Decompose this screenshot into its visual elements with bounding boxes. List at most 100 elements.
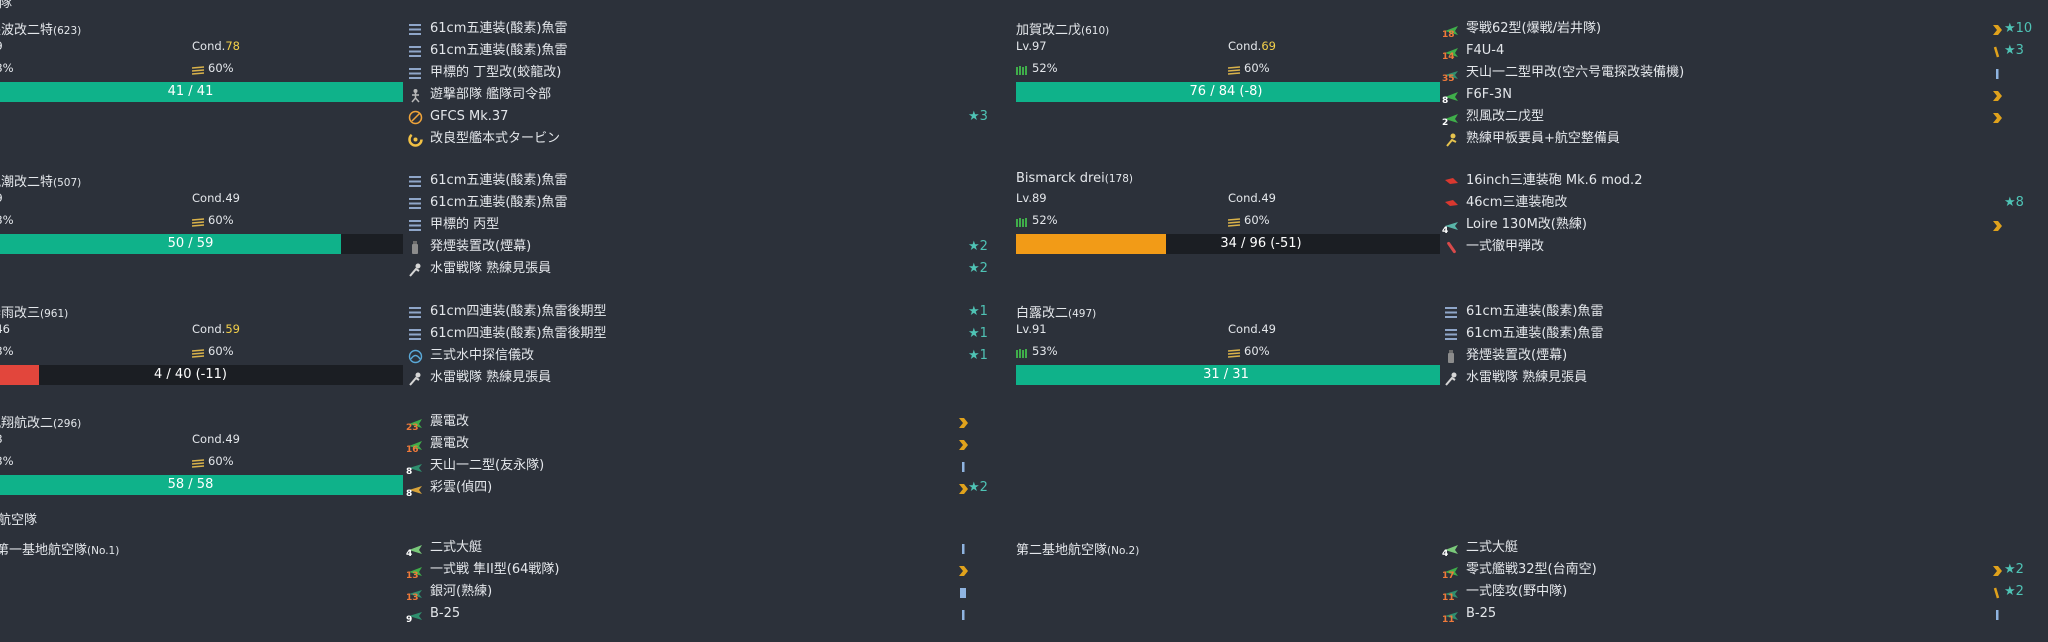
fleet2-ship-1-equipment-row[interactable]: 一式徹甲弾改 xyxy=(1444,237,2034,257)
fleet1-ship-3-equipment-row[interactable]: 8 彩雲(偵四) ★2 xyxy=(406,478,998,499)
fleet1-ship-0-equipment-row[interactable]: 改良型艦本式タービン xyxy=(408,129,998,149)
equipment-name: 甲標的 丙型 xyxy=(430,217,500,232)
improvement-stars: ★2 xyxy=(968,480,988,495)
proficiency-icon xyxy=(958,564,969,576)
smoke-icon xyxy=(408,240,423,255)
fleet2-ship-0-equipment-row[interactable]: 14 F4U-4 ★3 xyxy=(1442,41,2034,62)
equipment-name: 一式徹甲弾改 xyxy=(1466,239,1545,254)
fleet2-ship-0-equipment-row[interactable]: 8 F6F-3N xyxy=(1442,85,2034,106)
proficiency-icon xyxy=(1992,111,2003,123)
fleet1-ship-1-equipment-row[interactable]: 61cm五連装(酸素)魚雷 xyxy=(408,193,998,213)
fleet1-ship-3-equipment-row[interactable]: 16 震電改 xyxy=(406,434,998,455)
lookout-icon xyxy=(408,371,423,386)
hp-text: 34 / 96 (-51) xyxy=(1220,236,1302,251)
air-base-0-equipment-row[interactable]: 4 二式大艇 xyxy=(406,538,998,559)
ship-name[interactable]: 白露改二(497) xyxy=(1016,306,1097,321)
air-base-1-equipment-row[interactable]: 17 零式艦戦32型(台南空) ★2 xyxy=(1442,560,2034,581)
ship-name[interactable]: 加賀改二戊(610) xyxy=(1016,23,1110,38)
fleet1-ship-2-equipment-row[interactable]: 61cm四連装(酸素)魚雷後期型 ★1 xyxy=(408,302,998,322)
proficiency-icon xyxy=(958,482,969,494)
ship-condition: Cond.69 xyxy=(1228,39,1276,53)
flying-boat-icon xyxy=(408,541,423,556)
slot-count: 23 xyxy=(406,423,419,433)
fleet2-ship-2-equipment-row[interactable]: 61cm五連装(酸素)魚雷 xyxy=(1444,302,2034,322)
air-base-1-equipment-row[interactable]: 11 一式陸攻(野中隊) ★2 xyxy=(1442,582,2034,603)
air-base-name[interactable]: 第二基地航空隊(No.2) xyxy=(1016,543,1140,558)
fleet1-ship-0-equipment-row[interactable]: 61cm五連装(酸素)魚雷 xyxy=(408,41,998,61)
air-base-0-equipment-row[interactable]: 9 B-25 xyxy=(406,604,998,625)
lookout-icon xyxy=(408,262,423,277)
ship-name[interactable]: 親潮改二特(507) xyxy=(0,175,82,190)
ship-name[interactable]: 春雨改三(961) xyxy=(0,306,69,321)
slot-count: 4 xyxy=(406,549,413,559)
ship-fuel: 53% xyxy=(0,344,14,358)
air-base-1-equipment-row[interactable]: 4 二式大艇 xyxy=(1442,538,2034,559)
proficiency-icon xyxy=(958,460,969,472)
fleet2-ship-0-equipment-row[interactable]: 35 天山一二型甲改(空六号電探改装備機) xyxy=(1442,63,2034,84)
hp-bar: 76 / 84 (-8) xyxy=(1016,82,1440,102)
fleet1-ship-2-equipment-row[interactable]: 三式水中探信儀改 ★1 xyxy=(408,346,998,366)
fleet1-ship-1-equipment-row[interactable]: 甲標的 丙型 xyxy=(408,215,998,235)
equipment-name: 61cm五連装(酸素)魚雷 xyxy=(430,43,568,58)
ammo-icon xyxy=(191,457,205,468)
ship-condition: Cond.59 xyxy=(192,322,240,336)
air-base-name[interactable]: 第一基地航空隊(No.1) xyxy=(0,543,120,558)
improvement-stars: ★1 xyxy=(968,304,988,319)
fleet2-ship-0-equipment-row[interactable]: 熟練甲板要員+航空整備員 xyxy=(1444,129,2034,149)
improvement-stars: ★2 xyxy=(968,239,988,254)
hp-text: 41 / 41 xyxy=(167,84,214,99)
fleet1-ship-1-equipment-row[interactable]: 発煙装置改(煙幕) ★2 xyxy=(408,237,998,257)
fleet1-ship-2-equipment-row[interactable]: 水雷戦隊 熟練見張員 xyxy=(408,368,998,388)
equipment-name: 甲標的 丁型改(蛟龍改) xyxy=(430,65,562,80)
ship-name[interactable]: 長波改二特(623) xyxy=(0,23,82,38)
equipment-name: 熟練甲板要員+航空整備員 xyxy=(1466,131,1620,146)
air-base-1-equipment-row[interactable]: 11 B-25 xyxy=(1442,604,2034,625)
air-base-0-equipment-row[interactable]: 13 銀河(熟練) xyxy=(406,582,998,603)
ship-condition: Cond.49 xyxy=(192,191,240,205)
fleet2-ship-2-equipment-row[interactable]: 発煙装置改(煙幕) xyxy=(1444,346,2034,366)
ship-level: Lv.89 xyxy=(1016,191,1047,205)
fleet1-ship-3-equipment-row[interactable]: 8 天山一二型(友永隊) xyxy=(406,456,998,477)
equipment-name: 61cm五連装(酸素)魚雷 xyxy=(1466,326,1604,341)
fighter-icon xyxy=(1444,110,1459,125)
ship-ammo: 60% xyxy=(191,454,234,468)
equipment-name: 水雷戦隊 熟練見張員 xyxy=(430,261,552,276)
fleet1-ship-0-equipment-row[interactable]: 61cm五連装(酸素)魚雷 xyxy=(408,19,998,39)
slot-count: 2 xyxy=(1442,118,1449,128)
fleet1-ship-0-equipment-row[interactable]: 遊撃部隊 艦隊司令部 xyxy=(408,85,998,105)
slot-count: 4 xyxy=(1442,549,1449,559)
fleet2-ship-0-equipment-row[interactable]: 18 零戦62型(爆戦/岩井隊) ★10 xyxy=(1442,19,2034,40)
equipment-name: 61cm五連装(酸素)魚雷 xyxy=(430,195,568,210)
ship-condition: Cond.49 xyxy=(192,432,240,446)
fleet1-ship-1-equipment-row[interactable]: 61cm五連装(酸素)魚雷 xyxy=(408,171,998,191)
fleet2-ship-2-equipment-row[interactable]: 水雷戦隊 熟練見張員 xyxy=(1444,368,2034,388)
fleet2-ship-1-equipment-row[interactable]: 16inch三連装砲 Mk.6 mod.2 xyxy=(1444,171,2034,191)
fleet1-ship-0-equipment-row[interactable]: 甲標的 丁型改(蛟龍改) xyxy=(408,63,998,83)
hp-bar: 31 / 31 xyxy=(1016,365,1440,385)
equipment-name: 彩雲(偵四) xyxy=(430,480,493,495)
slot-count: 8 xyxy=(1442,96,1449,106)
fleet2-ship-1-equipment-row[interactable]: 4 Loire 130M改(熟練) xyxy=(1442,215,2034,236)
bomber-icon xyxy=(408,459,423,474)
fleet1-ship-2-equipment-row[interactable]: 61cm四連装(酸素)魚雷後期型 ★1 xyxy=(408,324,998,344)
ship-level: 146 xyxy=(0,322,10,336)
ship-name[interactable]: 鳳翔航改二(296) xyxy=(0,416,82,431)
improvement-stars: ★2 xyxy=(968,261,988,276)
equipment-name: 61cm四連装(酸素)魚雷後期型 xyxy=(430,304,607,319)
turbine-icon xyxy=(408,132,423,147)
torpedo-icon xyxy=(408,22,423,37)
fleet1-ship-0-equipment-row[interactable]: GFCS Mk.37 ★3 xyxy=(408,107,998,127)
fleet1-ship-3-equipment-row[interactable]: 23 震電改 xyxy=(406,412,998,433)
fleet1-ship-1-equipment-row[interactable]: 水雷戦隊 熟練見張員 ★2 xyxy=(408,259,998,279)
fleet2-ship-2-equipment-row[interactable]: 61cm五連装(酸素)魚雷 xyxy=(1444,324,2034,344)
fleet2-ship-0-equipment-row[interactable]: 2 烈風改二戊型 xyxy=(1442,107,2034,128)
ship-name[interactable]: Bismarck drei(178) xyxy=(1016,171,1133,186)
proficiency-icon xyxy=(1992,586,2003,599)
slot-count: 8 xyxy=(406,467,413,477)
hp-text: 4 / 40 (-11) xyxy=(154,367,227,382)
equipment-name: 発煙装置改(煙幕) xyxy=(430,239,532,254)
air-base-0-equipment-row[interactable]: 13 一式戦 隼II型(64戦隊) xyxy=(406,560,998,581)
equipment-name: 水雷戦隊 熟練見張員 xyxy=(1466,370,1588,385)
fleet2-ship-1-equipment-row[interactable]: 46cm三連装砲改 ★8 xyxy=(1444,193,2034,213)
slot-count: 35 xyxy=(1442,74,1455,84)
